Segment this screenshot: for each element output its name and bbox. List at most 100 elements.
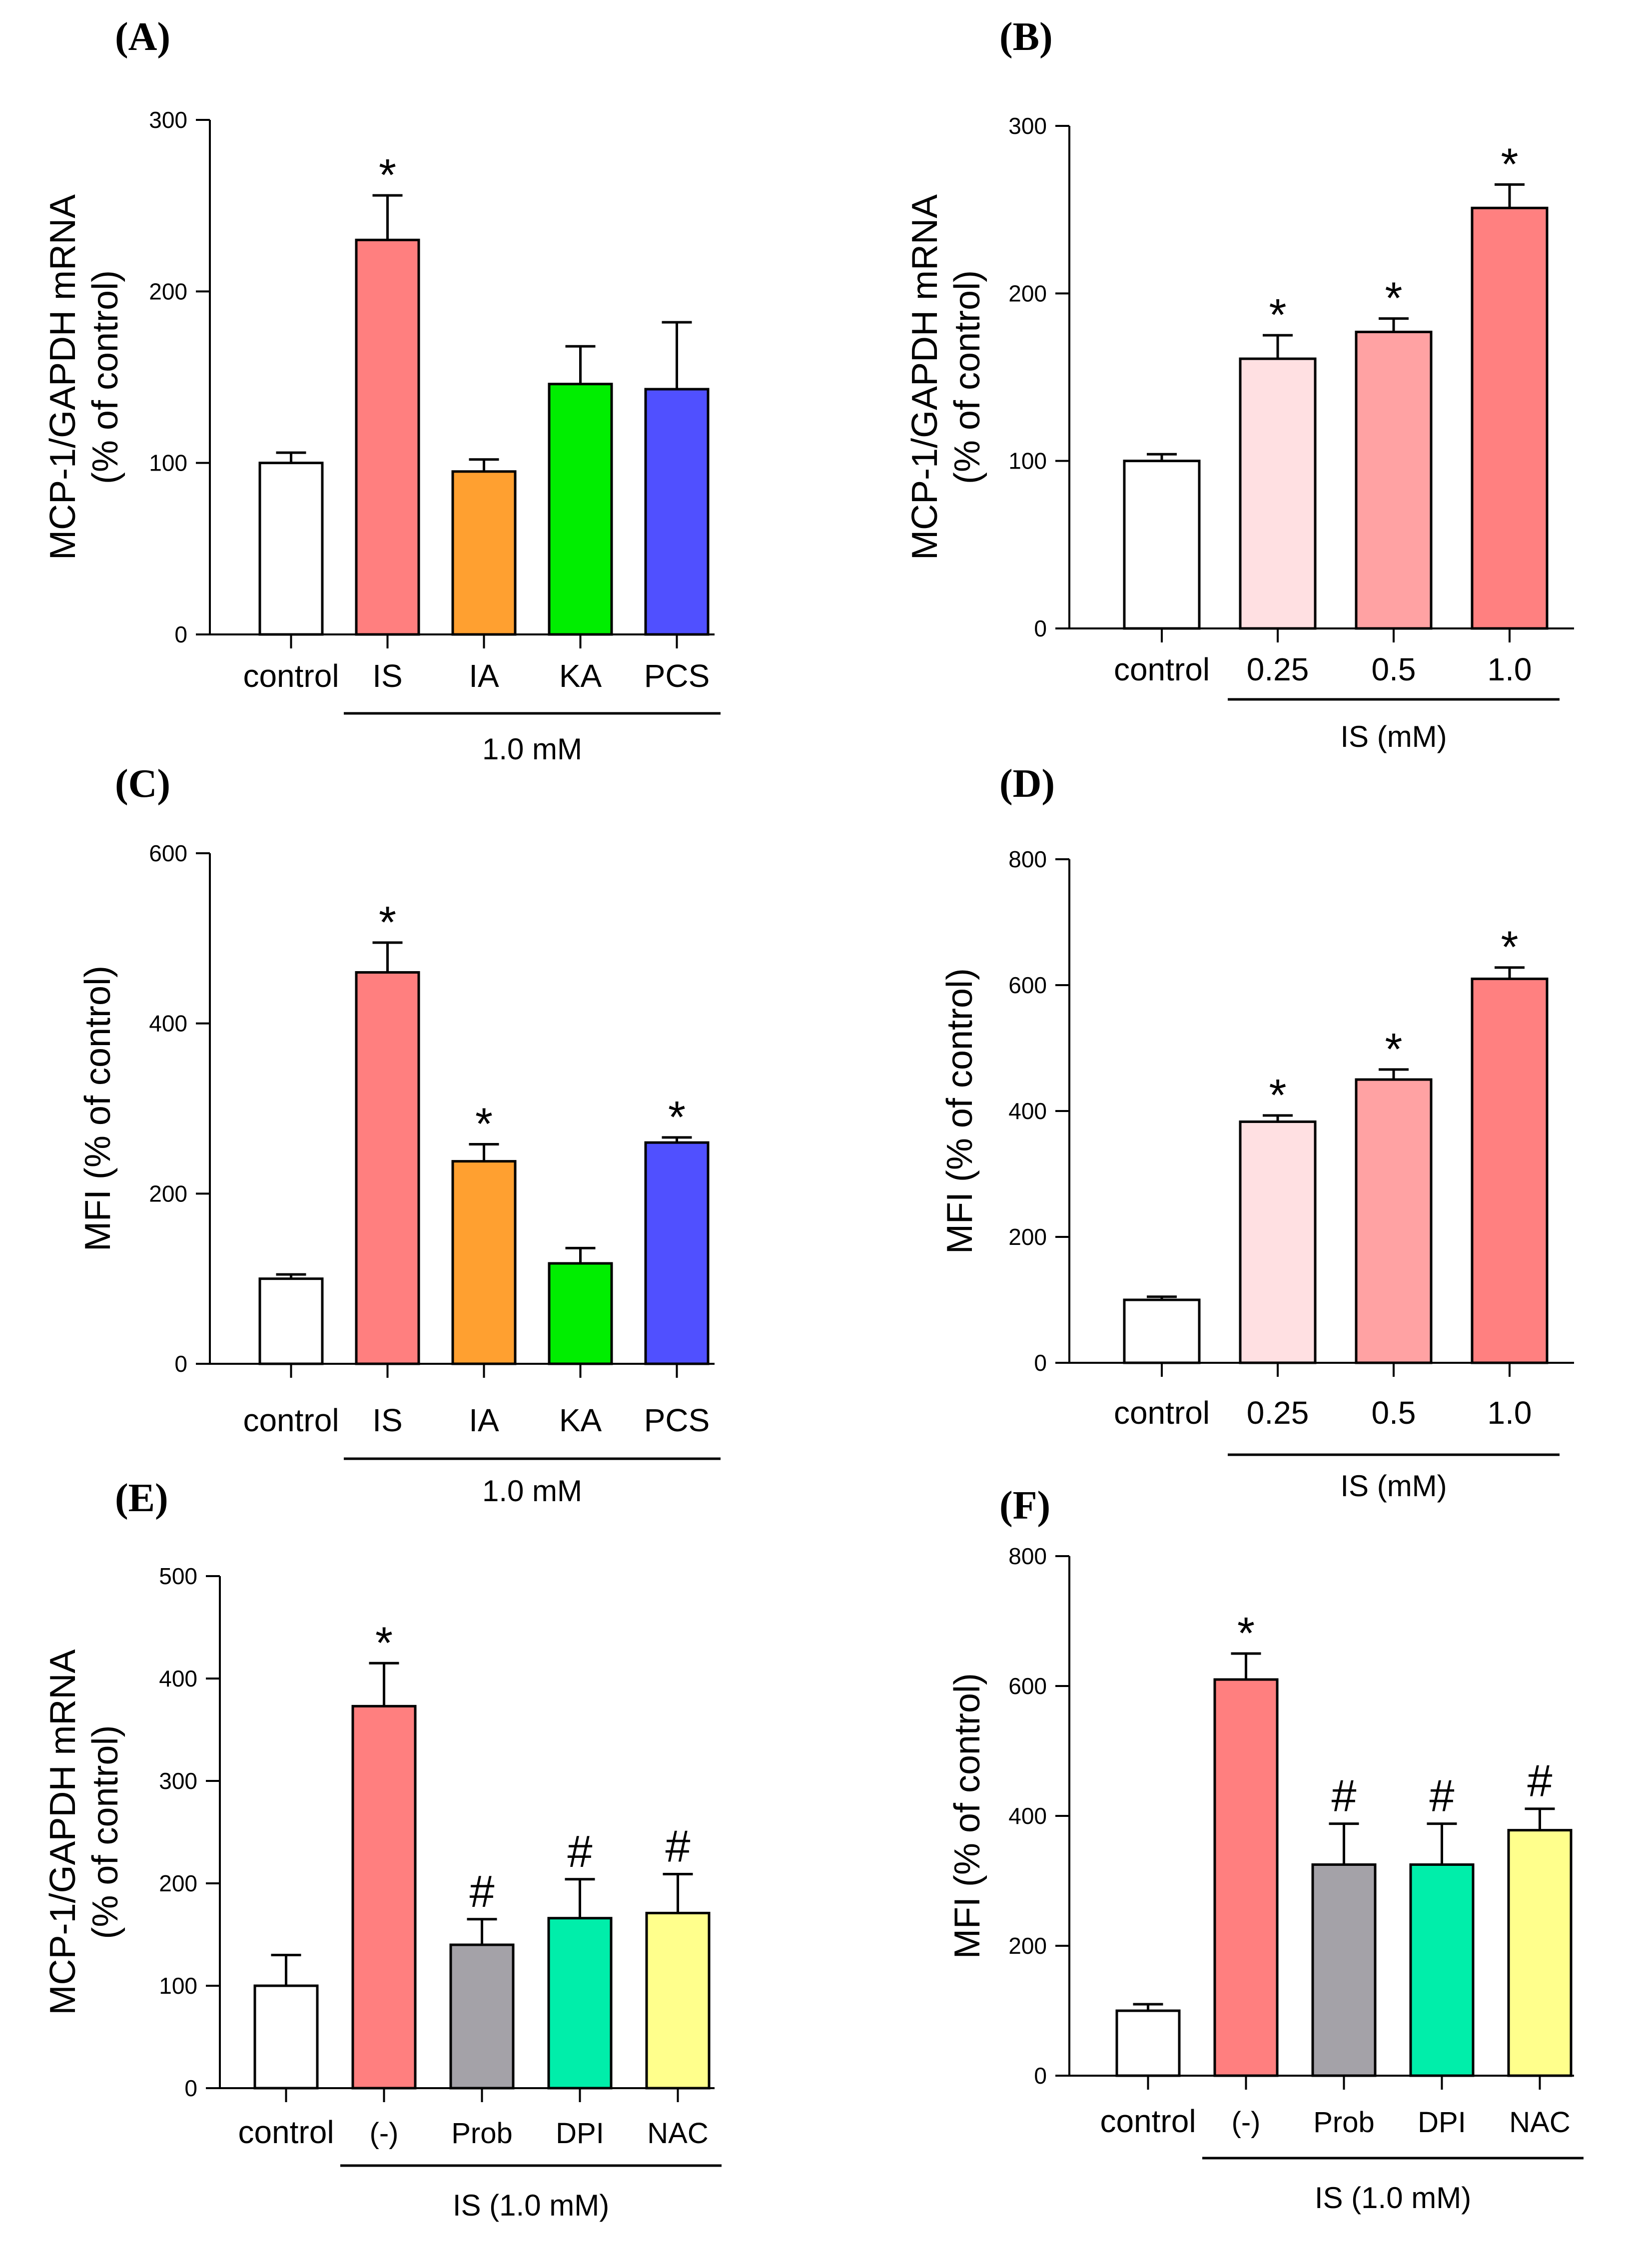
significance-hash: # — [469, 1867, 494, 1917]
panel-e: (E) 0 100 200 300 400 500 MCP-1/GAPDH mRNA (% of… — [43, 1476, 722, 2222]
x-tick-label: KA — [559, 658, 602, 694]
y-axis-label: MCP-1/GAPDH mRNA — [905, 194, 945, 560]
bar- — [351, 1704, 417, 2090]
x-tick-label: PCS — [644, 658, 710, 694]
y-tick-label: 200 — [159, 1870, 197, 1896]
y-axis-label: (% of control) — [85, 1725, 125, 1939]
x-tick-label: control — [243, 1402, 339, 1438]
y-axis-label: (% of control) — [85, 270, 125, 484]
y-tick-label: 300 — [159, 1768, 197, 1794]
panel-a: (A) 0 100 200 300 MCP-1/GAPDH mRNA (% of contr… — [43, 15, 721, 766]
y-tick-label: 800 — [1008, 1543, 1047, 1569]
bar-control — [1115, 2009, 1181, 2077]
bar-control — [258, 462, 324, 636]
y-tick-label: 400 — [149, 1011, 187, 1037]
y-tick-label: 200 — [1008, 1933, 1047, 1959]
y-tick-label: 0 — [184, 2075, 197, 2101]
x-tick-label: IA — [469, 658, 499, 694]
y-tick-label: 200 — [149, 278, 187, 304]
bar-05 — [1355, 1078, 1433, 1364]
bar-025 — [1239, 1120, 1317, 1364]
x-tick-label: (-) — [370, 2117, 399, 2150]
panel-label: (D) — [999, 762, 1055, 806]
bar-IA — [451, 1160, 517, 1365]
x-tick-label: NAC — [647, 2117, 708, 2150]
y-tick-label: 500 — [159, 1563, 197, 1589]
y-tick-label: 800 — [1008, 846, 1047, 872]
x-tick-label: 0.25 — [1247, 651, 1309, 687]
bar-10 — [1471, 206, 1549, 630]
x-tick-label: NAC — [1509, 2106, 1570, 2139]
significance-asterisk: * — [668, 1093, 686, 1142]
significance-asterisk: * — [1385, 274, 1402, 324]
bar-NAC — [1507, 1829, 1573, 2077]
y-tick-label: 300 — [1008, 113, 1047, 139]
y-tick-label: 200 — [149, 1180, 187, 1206]
significance-asterisk: * — [379, 150, 396, 200]
group-label: IS (1.0 mM) — [453, 2189, 609, 2222]
panel-label: (A) — [115, 15, 170, 59]
bar-Prob — [449, 1943, 515, 2090]
x-tick-label: (-) — [1232, 2106, 1261, 2139]
group-label: IS (1.0 mM) — [1315, 2181, 1471, 2215]
x-tick-label: DPI — [1418, 2106, 1466, 2139]
bar-IS — [355, 238, 420, 636]
group-label: IS (mM) — [1340, 720, 1447, 753]
y-tick-label: 0 — [174, 621, 187, 647]
y-axis-label: MFI (% of control) — [940, 968, 980, 1254]
panel-f: (F) 0 200 400 600 800 MFI (% of control) contro… — [947, 1484, 1584, 2215]
x-tick-label: 1.0 — [1488, 651, 1532, 687]
significance-asterisk: * — [475, 1100, 493, 1149]
y-tick-label: 0 — [174, 1351, 187, 1377]
significance-asterisk: * — [375, 1618, 393, 1668]
bar-control — [1123, 460, 1201, 630]
y-tick-label: 400 — [1008, 1803, 1047, 1829]
x-tick-label: control — [243, 658, 339, 694]
y-tick-label: 600 — [149, 840, 187, 866]
panel-d: (D) 0 200 400 600 800 MFI (% of control) contro… — [940, 762, 1574, 1503]
bar-control — [258, 1277, 324, 1365]
y-axis-label: MFI (% of control) — [947, 1673, 987, 1959]
y-tick-label: 400 — [159, 1666, 197, 1692]
significance-asterisk: * — [379, 898, 396, 948]
y-tick-label: 0 — [1034, 615, 1047, 641]
x-tick-label: KA — [559, 1402, 602, 1438]
x-tick-label: control — [1100, 2103, 1196, 2139]
y-tick-label: 300 — [149, 107, 187, 133]
bar-IS — [355, 971, 420, 1365]
panel-label: (F) — [999, 1484, 1050, 1528]
panel-b: (B) 0 100 200 300 MCP-1/GAPDH mRNA (% of contr… — [905, 15, 1574, 753]
x-tick-label: IS — [372, 658, 402, 694]
bar-DPI — [1409, 1863, 1475, 2077]
x-tick-label: PCS — [644, 1402, 710, 1438]
x-tick-label: Prob — [451, 2117, 513, 2150]
x-tick-label: DPI — [556, 2117, 604, 2150]
bar-10 — [1471, 977, 1549, 1364]
y-tick-label: 600 — [1008, 972, 1047, 998]
bar-PCS — [644, 1141, 710, 1365]
panel-label: (B) — [999, 15, 1053, 59]
y-tick-label: 100 — [1008, 448, 1047, 474]
bar-025 — [1239, 357, 1317, 630]
significance-asterisk: * — [1237, 1609, 1255, 1659]
significance-asterisk: * — [1501, 923, 1518, 973]
significance-asterisk: * — [1385, 1025, 1402, 1075]
y-axis-label: MCP-1/GAPDH mRNA — [43, 1649, 83, 2015]
bar-DPI — [547, 1917, 613, 2090]
significance-hash: # — [1429, 1771, 1454, 1821]
group-label: 1.0 mM — [482, 1474, 582, 1508]
x-tick-label: 1.0 — [1488, 1395, 1532, 1431]
panel-label: (C) — [115, 762, 170, 806]
x-tick-label: 0.25 — [1247, 1395, 1309, 1431]
x-tick-label: 0.5 — [1372, 1395, 1416, 1431]
y-tick-label: 0 — [1034, 1350, 1047, 1376]
x-tick-label: control — [1114, 651, 1210, 687]
bar-KA — [548, 383, 613, 636]
bar-KA — [548, 1262, 613, 1365]
significance-hash: # — [1331, 1771, 1356, 1821]
bar-control — [1123, 1298, 1201, 1364]
x-tick-label: IA — [469, 1402, 499, 1438]
y-tick-label: 400 — [1008, 1098, 1047, 1124]
group-label: IS (mM) — [1340, 1469, 1447, 1503]
panel-label: (E) — [115, 1476, 168, 1520]
